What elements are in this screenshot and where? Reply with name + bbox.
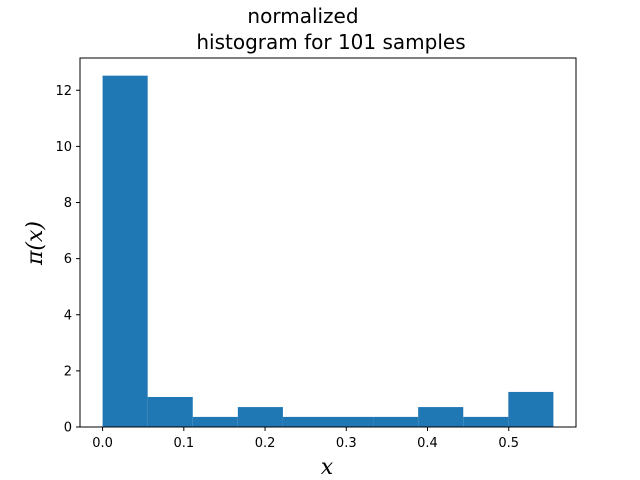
histogram-bar xyxy=(463,416,509,427)
chart-title-line-1: normalized xyxy=(247,4,358,28)
x-tick-label: 0.3 xyxy=(336,436,357,451)
y-tick-label: 10 xyxy=(55,140,72,155)
y-axis-label: π(x) xyxy=(23,221,48,266)
histogram-bar xyxy=(328,416,374,427)
histogram-bar xyxy=(508,391,554,427)
x-axis-label: x xyxy=(321,455,334,480)
histogram-bar xyxy=(147,396,193,427)
axes-layer: 0.0 0.1 0.2 0.3 0.4 0.5 0 2 4 6 8 10 12 xyxy=(55,57,577,451)
bars-layer xyxy=(102,75,554,427)
x-tick-label: 0.4 xyxy=(417,436,438,451)
y-tick-label: 12 xyxy=(55,84,72,99)
histogram-bar xyxy=(192,416,238,427)
x-tick-label: 0.5 xyxy=(498,436,519,451)
x-tick-label: 0.2 xyxy=(255,436,276,451)
histogram-bar xyxy=(373,416,419,427)
x-tick-label: 0.0 xyxy=(92,436,113,451)
histogram-bar xyxy=(237,407,283,427)
histogram-bar xyxy=(282,416,328,427)
y-tick-label: 8 xyxy=(64,196,72,211)
chart-title-line-2: histogram for 101 samples xyxy=(196,30,465,54)
x-tick-label: 0.1 xyxy=(173,436,194,451)
y-tick-label: 4 xyxy=(64,308,72,323)
plot-frame xyxy=(79,57,577,428)
histogram-bar xyxy=(102,75,148,427)
y-tick-label: 2 xyxy=(64,364,72,379)
y-tick-label: 6 xyxy=(64,252,72,267)
histogram-bar xyxy=(418,407,464,427)
y-tick-label: 0 xyxy=(64,421,72,436)
